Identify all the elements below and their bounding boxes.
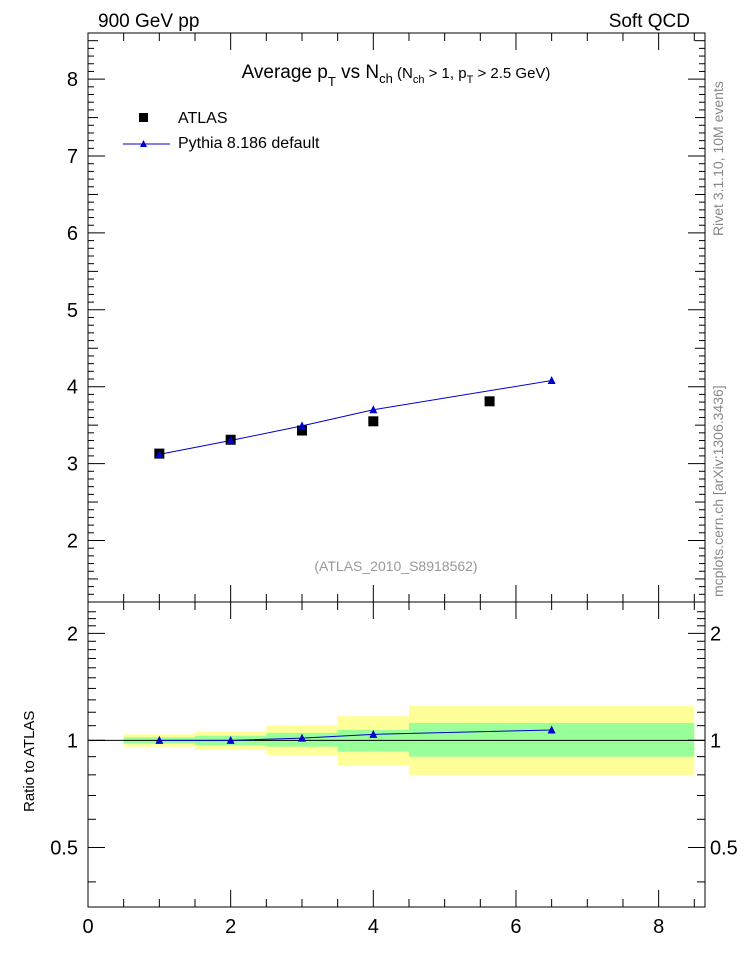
title-sub: T <box>467 74 474 86</box>
atlas-point <box>484 396 495 407</box>
title-part: vs N <box>336 62 379 83</box>
rivet-label: Rivet 3.1.10, 10M events <box>710 81 726 236</box>
header-left: 900 GeV pp <box>98 11 199 32</box>
ratio-y-tick-label: 0.5 <box>50 837 78 859</box>
ratio-y-tick-label-right: 1 <box>710 730 721 752</box>
chart-title: Average pT vs Nch (Nch > 1, pT > 2.5 GeV… <box>242 62 551 89</box>
pythia-point <box>226 436 235 445</box>
main-y-tick-label: 8 <box>67 69 78 91</box>
pythia-point <box>297 421 306 430</box>
pythia-point <box>155 449 164 458</box>
main-y-tick-label: 5 <box>67 300 78 322</box>
ratio-y-tick-label: 2 <box>67 623 78 645</box>
x-tick-label: 4 <box>368 916 379 938</box>
legend-label-atlas: ATLAS <box>178 110 228 127</box>
ratio-pythia-point <box>547 725 556 734</box>
title-cond: > 1, p <box>424 65 466 82</box>
analysis-watermark: (ATLAS_2010_S8918562) <box>314 558 477 574</box>
title-sub: ch <box>413 74 425 86</box>
title-sub: ch <box>379 71 393 86</box>
main-y-tick-label: 2 <box>67 530 78 552</box>
ratio-pythia-point <box>369 729 378 738</box>
main-y-tick-label: 6 <box>67 223 78 245</box>
ratio-y-tick-label-right: 2 <box>710 623 721 645</box>
x-tick-label: 8 <box>653 916 664 938</box>
ratio-pythia-point <box>226 735 235 744</box>
ratio-pythia-point <box>297 733 306 742</box>
ratio-pythia-point <box>155 735 164 744</box>
x-tick-label: 6 <box>510 916 521 938</box>
header-right: Soft QCD <box>609 11 690 32</box>
ratio-y-tick-label: 1 <box>67 730 78 752</box>
title-cond: > 2.5 GeV) <box>473 65 550 82</box>
title-part: Average p <box>242 62 328 83</box>
main-y-tick-label: 4 <box>67 377 78 399</box>
pythia-point <box>547 376 556 385</box>
pythia-line <box>159 380 552 455</box>
main-y-tick-label: 7 <box>67 146 78 168</box>
title-cond: (N <box>393 65 413 82</box>
ratio-plot-frame <box>87 601 706 908</box>
title-sub: T <box>328 74 336 89</box>
legend-marker-pythia <box>140 140 147 147</box>
pythia-point <box>369 405 378 414</box>
atlas-point <box>368 416 379 427</box>
legend-marker-atlas <box>139 113 148 122</box>
main-y-tick-label: 3 <box>67 454 78 476</box>
ratio-ylabel: Ratio to ATLAS <box>21 711 38 812</box>
mcplots-label: mcplots.cern.ch [arXiv:1306.3436] <box>710 385 726 597</box>
x-tick-label: 2 <box>225 916 236 938</box>
x-tick-label: 0 <box>82 916 93 938</box>
atlas-point <box>296 425 307 436</box>
ratio-y-tick-label-right: 0.5 <box>710 837 738 859</box>
legend-label-pythia: Pythia 8.186 default <box>178 135 320 152</box>
